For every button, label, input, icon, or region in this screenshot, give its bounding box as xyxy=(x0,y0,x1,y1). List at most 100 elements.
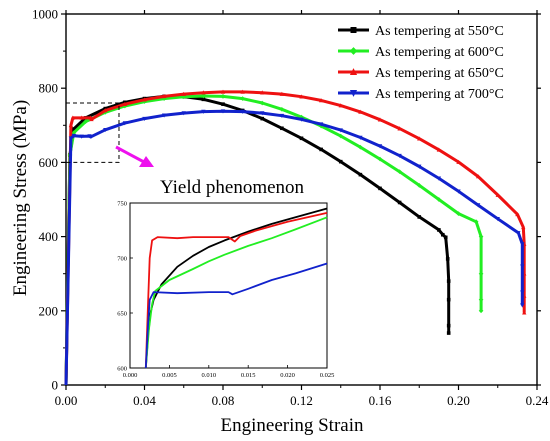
data-point-2 xyxy=(456,159,461,164)
data-point-0 xyxy=(437,228,441,232)
data-point-3 xyxy=(377,144,383,149)
data-point-3 xyxy=(520,303,525,308)
x-tick-label: 0.08 xyxy=(212,393,235,408)
inset-plot: 600 650 700 750 0.000 0.005 0.010 0.015 0.020 0.0… xyxy=(117,201,334,380)
yield-annotation: Yield phenomenon xyxy=(160,177,305,198)
data-point-2 xyxy=(377,117,383,122)
data-point-0 xyxy=(441,232,445,237)
data-point-3 xyxy=(397,153,402,159)
data-point-1 xyxy=(456,211,461,216)
data-point-2 xyxy=(338,103,343,108)
inset-x-tick-label: 0.015 xyxy=(241,372,256,379)
data-point-0 xyxy=(446,331,451,335)
data-point-3 xyxy=(240,109,245,114)
data-point-1 xyxy=(478,271,484,277)
data-point-1 xyxy=(181,94,187,100)
data-point-1 xyxy=(436,197,442,202)
y-tick-label: 400 xyxy=(39,229,59,244)
data-point-1 xyxy=(220,94,226,99)
data-point-3 xyxy=(495,216,500,222)
data-point-3 xyxy=(103,127,108,133)
data-point-3 xyxy=(436,176,442,181)
inset-x-tick-label: 0.005 xyxy=(162,372,177,379)
data-point-0 xyxy=(260,116,265,121)
data-point-3 xyxy=(260,111,265,116)
data-point-3 xyxy=(279,113,285,118)
inset-y-tick-label: 700 xyxy=(117,256,127,263)
data-point-3 xyxy=(71,133,77,139)
data-point-3 xyxy=(318,122,324,127)
data-point-3 xyxy=(79,134,84,139)
data-point-1 xyxy=(397,169,402,175)
data-point-3 xyxy=(122,121,128,126)
data-point-1 xyxy=(478,297,484,303)
data-point-2 xyxy=(515,212,520,217)
series-line-1 xyxy=(64,94,483,386)
data-point-0 xyxy=(397,200,402,205)
data-point-2 xyxy=(68,122,74,128)
data-point-0 xyxy=(446,323,451,328)
data-point-2 xyxy=(279,91,285,96)
legend: As tempering at 550°C As tempering at 600… xyxy=(338,24,504,102)
data-point-2 xyxy=(89,117,94,122)
yield-arrow-shaft xyxy=(115,145,145,164)
data-point-0 xyxy=(417,215,422,219)
data-point-1 xyxy=(358,144,363,150)
data-point-1 xyxy=(416,183,422,188)
data-point-0 xyxy=(446,297,451,302)
data-point-0 xyxy=(443,235,448,240)
legend-label: As tempering at 550°C xyxy=(375,24,504,39)
y-tick-label: 0 xyxy=(52,378,59,393)
y-tick-label: 600 xyxy=(39,155,59,170)
data-point-1 xyxy=(259,100,265,106)
data-point-1 xyxy=(122,103,128,109)
data-point-2 xyxy=(521,224,526,230)
x-tick-label: 0.24 xyxy=(526,393,549,408)
inset-y-tick-label: 750 xyxy=(117,201,127,208)
data-point-1 xyxy=(240,96,245,101)
data-point-3 xyxy=(142,116,147,121)
inset-series-line-2 xyxy=(144,212,328,369)
data-point-0 xyxy=(280,126,284,131)
y-tick-label: 1000 xyxy=(32,7,58,22)
data-point-1 xyxy=(201,93,206,99)
data-point-3 xyxy=(475,203,481,208)
data-point-1 xyxy=(473,219,479,225)
data-point-1 xyxy=(478,308,484,314)
data-point-0 xyxy=(319,147,323,152)
data-point-1 xyxy=(338,133,344,139)
data-point-3 xyxy=(520,264,525,269)
data-point-2 xyxy=(220,89,226,94)
legend-swatch-marker xyxy=(350,27,357,33)
data-point-0 xyxy=(446,279,451,283)
data-point-0 xyxy=(358,172,363,177)
series-line-3 xyxy=(64,109,524,386)
inset-series-line-1 xyxy=(144,216,328,369)
data-point-2 xyxy=(495,192,500,197)
data-point-2 xyxy=(161,94,167,99)
main-plot: 0 200 400 600 800 1000 0.00 0.04 0.08 0.12 0.16 0.2… xyxy=(32,7,549,409)
yield-arrow-head xyxy=(139,156,154,167)
data-point-3 xyxy=(520,290,525,295)
y-axis-title: Engineering Stress (MPa) xyxy=(10,100,31,296)
data-point-2 xyxy=(79,115,84,120)
data-point-2 xyxy=(397,126,402,131)
legend-label: As tempering at 650°C xyxy=(375,66,504,81)
y-tick-label: 200 xyxy=(39,303,59,318)
data-point-2 xyxy=(475,174,481,179)
data-point-2 xyxy=(70,115,76,120)
x-tick-label: 0.16 xyxy=(369,393,392,408)
data-point-1 xyxy=(478,234,484,239)
data-point-1 xyxy=(279,107,285,112)
data-point-2 xyxy=(103,108,108,113)
data-point-2 xyxy=(318,98,324,103)
data-point-3 xyxy=(220,109,226,114)
y-tick-label: 800 xyxy=(39,81,59,96)
data-point-3 xyxy=(68,136,74,141)
data-point-2 xyxy=(240,89,245,94)
data-point-0 xyxy=(445,257,450,261)
data-point-3 xyxy=(456,189,461,194)
data-point-3 xyxy=(161,113,167,118)
data-point-1 xyxy=(377,156,383,162)
inset-x-tick-label: 0.020 xyxy=(280,372,295,379)
